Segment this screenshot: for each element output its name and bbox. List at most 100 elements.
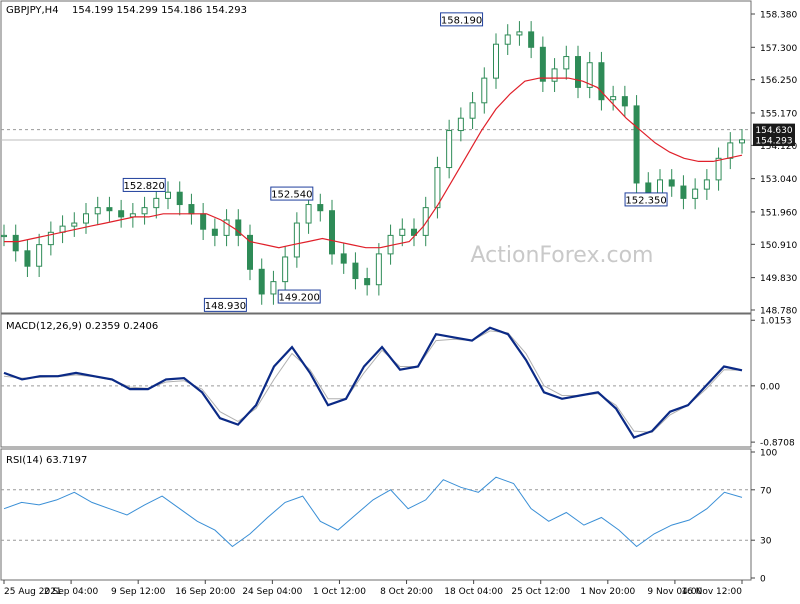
candle-body	[493, 43, 499, 79]
candle-body	[411, 228, 417, 236]
macd-signal-line	[3, 330, 743, 433]
candle-body	[83, 213, 89, 224]
macd-y-tick-label: -0.8708	[760, 439, 795, 449]
annotation-label: 152.350	[625, 195, 666, 206]
moving-average	[4, 77, 743, 249]
price-y-tick-label: 155.170	[760, 109, 797, 119]
candle-body	[563, 56, 570, 70]
macd-lines	[3, 326, 743, 439]
candle-body	[12, 234, 19, 252]
rsi-line	[3, 476, 743, 548]
candle-body	[153, 197, 160, 209]
annotation-box	[203, 297, 247, 312]
candle-body	[539, 46, 546, 82]
candle-body	[680, 185, 687, 199]
annotation-box	[270, 186, 314, 201]
candle-body	[364, 278, 371, 286]
x-tick-label: 9 Nov 04:00	[647, 587, 702, 597]
x-tick-label: 25 Aug 2021	[4, 587, 62, 597]
candle-body	[352, 262, 359, 280]
candle-body	[235, 219, 242, 236]
rsi-panel	[0, 448, 752, 581]
price-y-tick-label: 156.250	[760, 76, 797, 86]
candle-body	[141, 207, 148, 215]
candle-body	[270, 281, 277, 295]
price-y-tick-label: 150.910	[760, 241, 797, 251]
candle-body	[692, 188, 699, 199]
price-y-tick-label: 157.300	[760, 44, 797, 54]
candle-body	[668, 179, 675, 187]
guide-lines	[1, 129, 751, 541]
rsi-y-tick-label: 0	[760, 575, 766, 585]
candle-body	[247, 234, 253, 270]
candle-body	[399, 228, 406, 236]
candle-body	[118, 210, 125, 218]
candle-body	[504, 34, 511, 45]
macd-y-tick-label: 0.00	[760, 382, 780, 392]
candle-body	[481, 77, 488, 104]
macd-y-tick-label: 1.0153	[760, 317, 792, 327]
candle-body	[47, 231, 54, 246]
candle-body	[516, 31, 523, 36]
candle-body	[739, 139, 745, 144]
symbol-label: GBPJPY,H4	[6, 5, 59, 16]
price-tag-label: 154.293	[755, 137, 792, 147]
annotation-box	[122, 177, 166, 192]
candle-body	[36, 244, 43, 267]
price-y-tick-label: 148.780	[760, 307, 797, 317]
candle-body	[575, 56, 581, 88]
candle-body	[457, 117, 464, 132]
price-y-tick-label: 149.830	[760, 274, 797, 284]
candle-body	[469, 102, 476, 119]
candle-body	[703, 179, 710, 190]
annotation-box	[277, 289, 321, 304]
price-y-tick-label: 153.040	[760, 175, 797, 185]
price-annotations: 152.820 148.930 152.540 149.200 158.190 152.3…	[122, 12, 668, 312]
annotation-label: 158.190	[441, 15, 482, 26]
candle-body	[317, 204, 324, 212]
rsi-panel-frame	[0, 448, 752, 581]
y-axis-labels: 158.380 157.300 156.250 155.170 154.120 153.0…	[751, 11, 797, 585]
candle-body	[610, 96, 617, 101]
x-tick-label: 16 Nov 12:00	[681, 587, 742, 597]
candle-body	[340, 253, 347, 264]
rsi-title: RSI(14) 63.7197	[6, 455, 87, 466]
candle-body	[422, 207, 429, 236]
annotation-box	[440, 12, 484, 27]
candle-body	[551, 68, 558, 82]
annotation-label: 149.200	[279, 293, 320, 304]
price-y-tick-label: 151.960	[760, 208, 797, 218]
annotation-box	[624, 192, 668, 207]
annotation-label: 152.820	[124, 181, 165, 192]
candle-body	[71, 222, 78, 227]
x-tick-label: 18 Oct 04:00	[444, 587, 503, 597]
price-tag-label: 154.630	[755, 126, 792, 136]
candle-body	[165, 191, 171, 199]
rsi-y-tick-label: 30	[760, 537, 772, 547]
candle-body	[715, 157, 722, 181]
candle-body	[94, 207, 101, 215]
price-tag-box	[753, 123, 795, 136]
price-y-tick-label: 158.380	[760, 11, 797, 21]
x-tick-label: 8 Oct 20:00	[380, 587, 433, 597]
annotation-label: 148.930	[205, 301, 246, 312]
price-y-tick-label: 154.120	[760, 142, 797, 152]
chart-header: GBPJPY,H4 154.199 154.299 154.186 154.29…	[6, 5, 247, 16]
candle-body	[188, 204, 195, 215]
ohlc-label: 154.199 154.299 154.186 154.293	[72, 5, 247, 16]
candle-body	[211, 228, 218, 236]
x-tick-label: 24 Sep 04:00	[242, 587, 302, 597]
macd-title: MACD(12,26,9) 0.2359 0.2406	[6, 321, 158, 332]
x-tick-label: 16 Sep 20:00	[175, 587, 235, 597]
candle-body	[528, 31, 535, 48]
candle-body	[305, 204, 312, 224]
candle-body	[375, 253, 382, 286]
x-tick-label: 25 Oct 12:00	[511, 587, 570, 597]
rsi-y-tick-label: 100	[760, 449, 777, 459]
candle-body	[176, 191, 183, 206]
candle-body	[1, 234, 7, 238]
